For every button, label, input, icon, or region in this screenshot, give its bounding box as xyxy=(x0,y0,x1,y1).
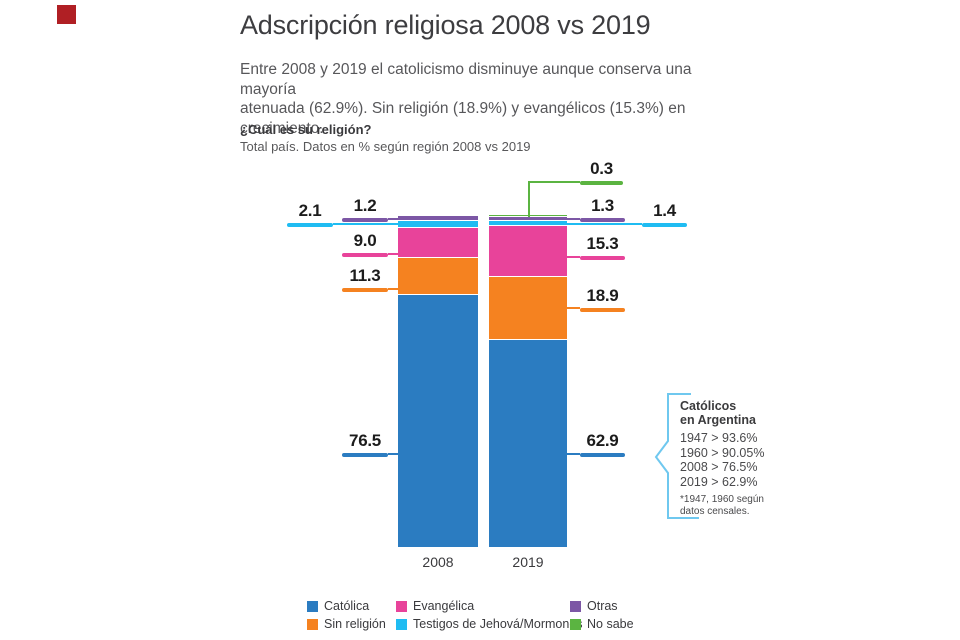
bar-2008 xyxy=(398,216,478,547)
label-underline xyxy=(580,308,625,312)
label-underline xyxy=(580,181,623,185)
callout-heading-line1: Católicos xyxy=(680,399,737,413)
callout-catolicos-argentina: Católicos en Argentina 1947 > 93.6% 1960… xyxy=(680,399,770,517)
value-label-2019-no-sabe: 0.3 xyxy=(580,160,623,185)
callout-row-1960: 1960 > 90.05% xyxy=(680,445,765,460)
legend-swatch-testigos xyxy=(396,619,407,630)
axis-label-2019: 2019 xyxy=(512,554,544,570)
legend-item-testigos: Testigos de Jehová/Mormones xyxy=(396,618,583,631)
bar-segment-2008-catolica xyxy=(398,294,478,547)
value-label-2008-otras: 1.2 xyxy=(342,197,388,222)
chart-question-heading: ¿Cuál es su religión? xyxy=(240,122,372,137)
bar-segment-2008-sin-religion xyxy=(398,257,478,294)
axis-label-2008: 2008 xyxy=(422,554,454,570)
callout-row-2008: 2008 > 76.5% xyxy=(680,460,758,474)
callout-footnote-line2: datos censales. xyxy=(680,505,750,517)
value-label-2019-testigos: 1.4 xyxy=(642,202,687,227)
label-underline xyxy=(580,256,625,260)
callout-bracket xyxy=(654,393,699,519)
subtitle-line-2: atenuada (62.9%). Sin religión (18.9%) y… xyxy=(240,100,686,137)
callout-heading-line2: en Argentina xyxy=(680,412,756,427)
value-label-2019-catolica: 62.9 xyxy=(580,432,625,457)
legend-label: Otras xyxy=(587,599,618,613)
value-label-2008-testigos: 2.1 xyxy=(287,202,333,227)
legend-label: No sabe xyxy=(587,617,634,631)
legend-swatch-no-sabe xyxy=(570,619,581,630)
page-title: Adscripción religiosa 2008 vs 2019 xyxy=(240,10,651,40)
bar-2019 xyxy=(489,215,567,547)
bar-segment-2019-sin-religion xyxy=(489,276,567,339)
legend-label: Católica xyxy=(324,599,370,613)
connector-2019-evangelica xyxy=(566,256,580,258)
chart-source-note: Total país. Datos en % según región 2008… xyxy=(240,139,531,154)
callout-row-1947: 1947 > 93.6% xyxy=(680,431,758,445)
connector-2019-catolica xyxy=(566,453,580,455)
value-label-2019-sin-religion: 18.9 xyxy=(580,287,625,312)
legend-label: Sin religión xyxy=(324,617,386,631)
bar-segment-2019-evangelica xyxy=(489,225,567,276)
legend-item-otras: Otras xyxy=(570,600,618,613)
legend-swatch-sin-religion xyxy=(307,619,318,630)
connector-2008-catolica xyxy=(388,453,399,455)
value-label-2008-catolica: 76.5 xyxy=(342,432,388,457)
legend-item-no-sabe: No sabe xyxy=(570,618,634,631)
connector-2008-sin-religion xyxy=(388,288,399,290)
label-underline xyxy=(580,218,625,222)
label-underline xyxy=(287,223,333,227)
legend-label: Evangélica xyxy=(413,599,475,613)
connector-2019-testigos xyxy=(566,223,642,225)
connector-2008-testigos xyxy=(333,223,398,225)
connector-2019-sin-religion xyxy=(566,307,580,309)
label-underline xyxy=(342,288,388,292)
bar-segment-2008-evangelica xyxy=(398,227,478,257)
legend-item-evangelica: Evangélica xyxy=(396,600,474,613)
page-subtitle: Entre 2008 y 2019 el catolicismo disminu… xyxy=(240,60,740,138)
legend-item-sin-religion: Sin religión xyxy=(307,618,386,631)
value-label-2019-otras: 1.3 xyxy=(580,197,625,222)
label-underline xyxy=(342,218,388,222)
label-underline xyxy=(580,453,625,457)
label-underline xyxy=(342,453,388,457)
callout-row-2019: 2019 > 62.9% xyxy=(680,474,758,489)
bar-segment-2008-testigos-de-jehova-mormones xyxy=(398,220,478,227)
callout-footnote-line1: *1947, 1960 según xyxy=(680,494,764,505)
connector-2019-otras xyxy=(566,218,580,220)
label-underline xyxy=(642,223,687,227)
connector-2019-no-sabe-horizontal xyxy=(528,181,580,183)
value-label-2019-evangelica: 15.3 xyxy=(580,235,625,260)
value-label-2008-sin-religion: 11.3 xyxy=(342,267,388,292)
brand-mark-square xyxy=(57,5,76,24)
value-label-2008-evangelica: 9.0 xyxy=(342,232,388,257)
bar-segment-2008-otras xyxy=(398,216,478,220)
legend-label: Testigos de Jehová/Mormones xyxy=(413,617,583,631)
label-underline xyxy=(342,253,388,257)
legend-swatch-evangelica xyxy=(396,601,407,612)
legend-swatch-otras xyxy=(570,601,581,612)
connector-2008-otras xyxy=(388,218,399,220)
connector-2019-no-sabe-vertical xyxy=(528,181,530,217)
legend-swatch-catolica xyxy=(307,601,318,612)
subtitle-line-1: Entre 2008 y 2019 el catolicismo disminu… xyxy=(240,61,692,98)
bar-segment-2019-catolica xyxy=(489,339,567,547)
bar-segment-2019-testigos-de-jehova-mormones xyxy=(489,220,567,225)
legend-item-catolica: Católica xyxy=(307,600,369,613)
callout-bracket-line xyxy=(654,393,699,519)
connector-2008-evangelica xyxy=(388,253,399,255)
